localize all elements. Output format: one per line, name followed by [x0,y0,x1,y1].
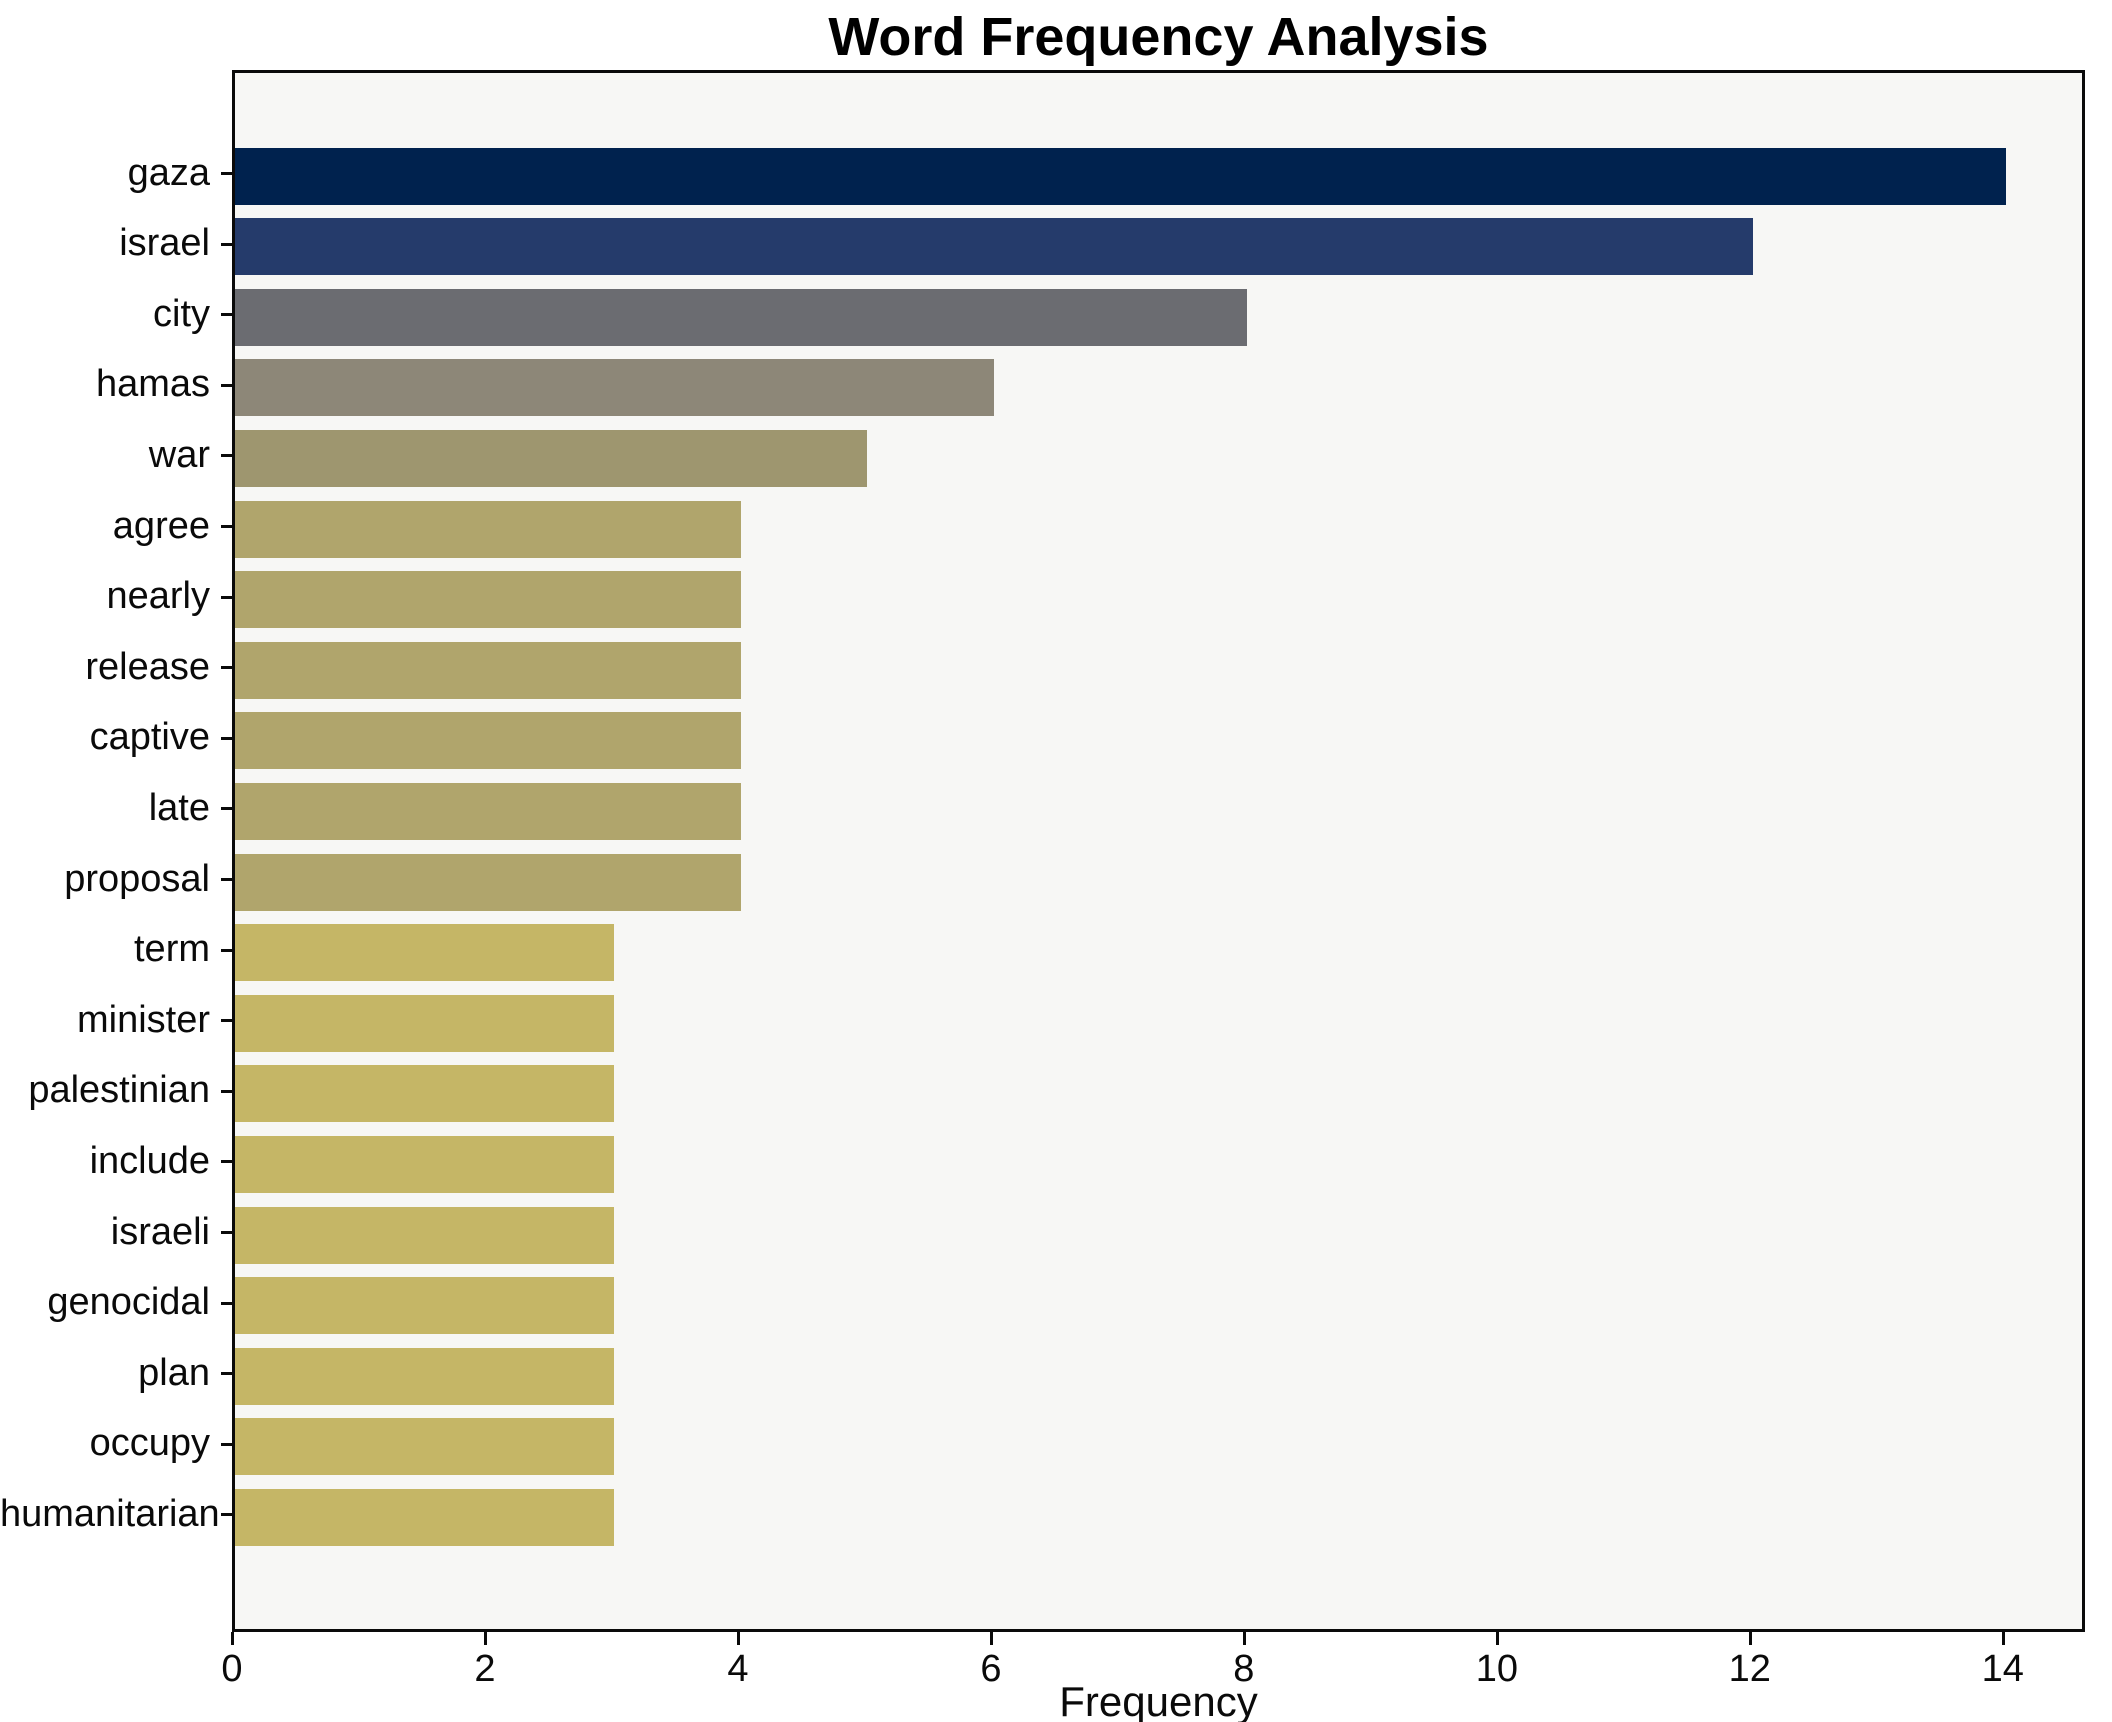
y-tick-israeli [221,1231,232,1234]
y-label-genocidal: genocidal [47,1281,210,1324]
bar-minister [235,994,615,1052]
x-axis-title: Frequency [1059,1678,1258,1722]
y-tick-gaza [221,172,232,175]
y-tick-occupy [221,1442,232,1446]
bar-late [235,782,741,840]
y-tick-minister [221,1019,232,1023]
y-tick-hamas [221,383,232,387]
x-tick-4 [736,1632,740,1645]
bar-occupy [235,1418,615,1476]
bar-agree [235,500,741,558]
y-label-humanitarian: humanitarian [0,1492,220,1535]
y-label-gaza: gaza [127,151,210,194]
bar-include [235,1135,615,1193]
bar-release [235,641,741,699]
y-tick-nearly [221,595,232,599]
y-tick-include [221,1160,232,1164]
y-tick-captive [221,736,232,740]
y-label-israel: israel [119,222,210,265]
y-label-agree: agree [112,504,210,547]
y-label-plan: plan [138,1351,210,1394]
y-label-hamas: hamas [95,363,210,406]
y-label-late: late [148,786,210,829]
bar-genocidal [235,1277,615,1335]
y-label-include: include [89,1139,210,1182]
y-tick-war [221,454,232,458]
bar-palestinian [235,1065,615,1123]
x-tick-2 [483,1632,487,1645]
y-tick-genocidal [221,1301,232,1305]
x-tick-14 [2001,1632,2005,1645]
y-tick-release [221,666,232,670]
bar-city [235,288,1247,346]
plot-area [232,70,2085,1632]
y-tick-late [221,807,232,811]
y-tick-term [221,948,232,952]
y-tick-plan [221,1372,232,1376]
bar-gaza [235,147,2006,205]
x-tick-0 [231,1632,234,1645]
bar-plan [235,1347,615,1405]
x-tick-10 [1495,1632,1499,1645]
y-tick-humanitarian [221,1513,232,1517]
bar-captive [235,712,741,770]
y-label-war: war [148,433,210,476]
y-tick-israel [221,242,232,246]
bar-israel [235,218,1753,276]
y-label-city: city [153,292,210,335]
bar-term [235,924,615,982]
y-tick-palestinian [221,1089,232,1093]
x-tick-8 [1242,1632,1246,1645]
y-label-term: term [134,928,210,971]
y-label-minister: minister [76,998,210,1041]
x-tick-12 [1748,1632,1752,1645]
bar-nearly [235,571,741,629]
bar-war [235,429,868,487]
bar-israeli [235,1206,615,1264]
y-label-occupy: occupy [89,1422,210,1465]
chart-title: Word Frequency Analysis [828,7,1489,67]
y-label-release: release [85,645,210,688]
x-tick-6 [989,1632,993,1645]
y-label-israeli: israeli [110,1210,210,1253]
y-label-captive: captive [89,716,210,759]
y-tick-proposal [221,878,232,881]
y-tick-agree [221,525,232,528]
bar-humanitarian [235,1488,615,1546]
y-label-palestinian: palestinian [28,1069,210,1112]
y-label-nearly: nearly [106,575,211,618]
y-tick-city [221,313,232,317]
bar-hamas [235,359,994,417]
y-label-proposal: proposal [64,857,210,900]
bar-proposal [235,853,741,911]
